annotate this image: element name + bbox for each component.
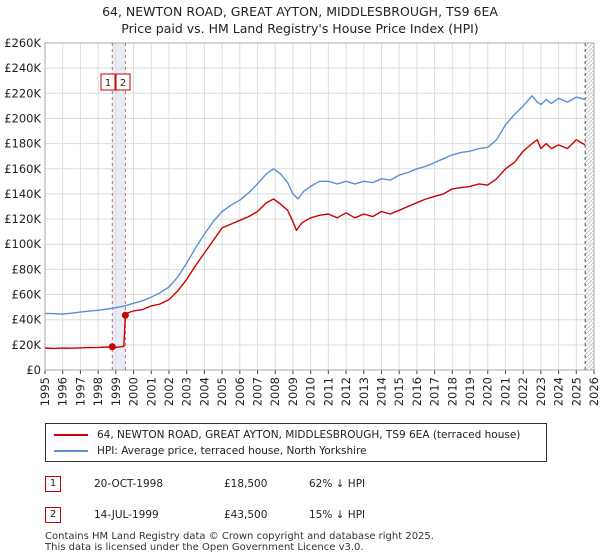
plot-area xyxy=(45,43,594,370)
sale-hpi-1: 62% ↓ HPI xyxy=(309,478,366,490)
x-tick-label: 2022 xyxy=(516,377,530,406)
x-tick-label: 2013 xyxy=(357,377,371,406)
x-tick-label: 2018 xyxy=(445,377,459,406)
sale-price-2: £43,500 xyxy=(224,509,268,521)
legend: 64, NEWTON ROAD, GREAT AYTON, MIDDLESBRO… xyxy=(45,423,547,462)
footer-line-2: This data is licensed under the Open Gov… xyxy=(45,542,364,553)
x-tick-label: 2007 xyxy=(251,377,265,406)
x-tick-label: 2024 xyxy=(552,377,566,406)
x-tick-label: 2001 xyxy=(144,377,158,406)
sale-hpi-2: 15% ↓ HPI xyxy=(309,509,366,521)
y-tick-label: £40K xyxy=(12,313,42,327)
sale-period-band xyxy=(112,43,126,370)
series-line-hpi xyxy=(44,95,586,315)
sale-price-1: £18,500 xyxy=(224,478,268,490)
x-tick-label: 2019 xyxy=(463,377,477,406)
x-tick-label: 2009 xyxy=(286,377,300,406)
x-tick-label: 2025 xyxy=(569,377,583,406)
sale-row-2: 2 14-JUL-1999 £43,500 15% ↓ HPI xyxy=(45,507,545,527)
forecast-hatch xyxy=(585,43,594,370)
x-tick-label: 2002 xyxy=(162,377,176,406)
sale-label-text: 1 xyxy=(105,78,111,89)
sale-badge-2: 2 xyxy=(45,507,61,523)
sale-date-1: 20-OCT-1998 xyxy=(94,478,163,490)
y-tick-label: £120K xyxy=(4,212,41,226)
x-tick-label: 2021 xyxy=(498,377,512,406)
x-tick-label: 2012 xyxy=(339,377,353,406)
y-tick-label: £60K xyxy=(12,288,42,302)
series-line-property xyxy=(44,139,586,350)
legend-item-hpi: HPI: Average price, terraced house, Nort… xyxy=(54,445,367,457)
y-tick-label: £100K xyxy=(4,237,41,251)
x-tick-label: 2008 xyxy=(268,377,282,406)
x-tick-label: 1999 xyxy=(109,377,123,406)
price-chart: £0 £20K £40K £60K £80K £100K £120K £140K £160K £1… xyxy=(4,36,600,406)
sale-point xyxy=(108,343,116,351)
legend-swatch-blue xyxy=(54,450,88,452)
chart-subtitle: Price paid vs. HM Land Registry's House … xyxy=(121,21,479,36)
sale-label-box xyxy=(115,73,131,91)
y-tick-label: £220K xyxy=(4,86,41,100)
y-tick-label: £240K xyxy=(4,61,41,75)
y-tick-label: £160K xyxy=(4,162,41,176)
sale-row-1: 1 20-OCT-1998 £18,500 62% ↓ HPI xyxy=(45,476,545,496)
x-tick-label: 2011 xyxy=(321,377,335,406)
x-tick-label: 2010 xyxy=(304,377,318,406)
x-tick-label: 2023 xyxy=(534,377,548,406)
y-tick-label: £200K xyxy=(4,111,41,125)
legend-label-property: 64, NEWTON ROAD, GREAT AYTON, MIDDLESBRO… xyxy=(97,429,521,441)
y-tick-label: £180K xyxy=(4,137,41,151)
x-tick-label: 1995 xyxy=(38,377,52,406)
x-tick-label: 2005 xyxy=(215,377,229,406)
x-tick-label: 2003 xyxy=(180,377,194,406)
footer: Contains HM Land Registry data © Crown c… xyxy=(45,531,434,553)
x-tick-label: 2016 xyxy=(410,377,424,406)
sale-label-text: 2 xyxy=(120,78,126,89)
x-tick-label: 2015 xyxy=(392,377,406,406)
legend-swatch-red xyxy=(54,434,88,436)
sale-date-2: 14-JUL-1999 xyxy=(94,509,159,521)
x-tick-label: 2017 xyxy=(428,377,442,406)
x-tick-label: 2006 xyxy=(233,377,247,406)
legend-label-hpi: HPI: Average price, terraced house, Nort… xyxy=(97,445,367,457)
sale-label-box xyxy=(100,73,116,91)
legend-item-property: 64, NEWTON ROAD, GREAT AYTON, MIDDLESBRO… xyxy=(54,429,520,441)
y-tick-label: £80K xyxy=(12,262,42,276)
y-tick-label: £260K xyxy=(4,36,41,50)
x-tick-label: 2026 xyxy=(587,377,600,406)
sale-point xyxy=(121,311,129,319)
x-tick-label: 2020 xyxy=(481,377,495,406)
y-tick-label: £0 xyxy=(26,363,41,377)
x-tick-label: 2000 xyxy=(127,377,141,406)
plot-border xyxy=(44,42,595,371)
sale-badge-1: 1 xyxy=(45,476,61,492)
x-tick-label: 2014 xyxy=(374,377,388,406)
x-tick-label: 1997 xyxy=(73,377,87,406)
x-tick-label: 1998 xyxy=(91,377,105,406)
footer-line-1: Contains HM Land Registry data © Crown c… xyxy=(45,531,434,542)
y-tick-label: £140K xyxy=(4,187,41,201)
chart-title: 64, NEWTON ROAD, GREAT AYTON, MIDDLESBRO… xyxy=(102,4,498,19)
x-tick-label: 2004 xyxy=(197,377,211,406)
y-tick-label: £20K xyxy=(12,338,42,352)
x-tick-label: 1996 xyxy=(56,377,70,406)
